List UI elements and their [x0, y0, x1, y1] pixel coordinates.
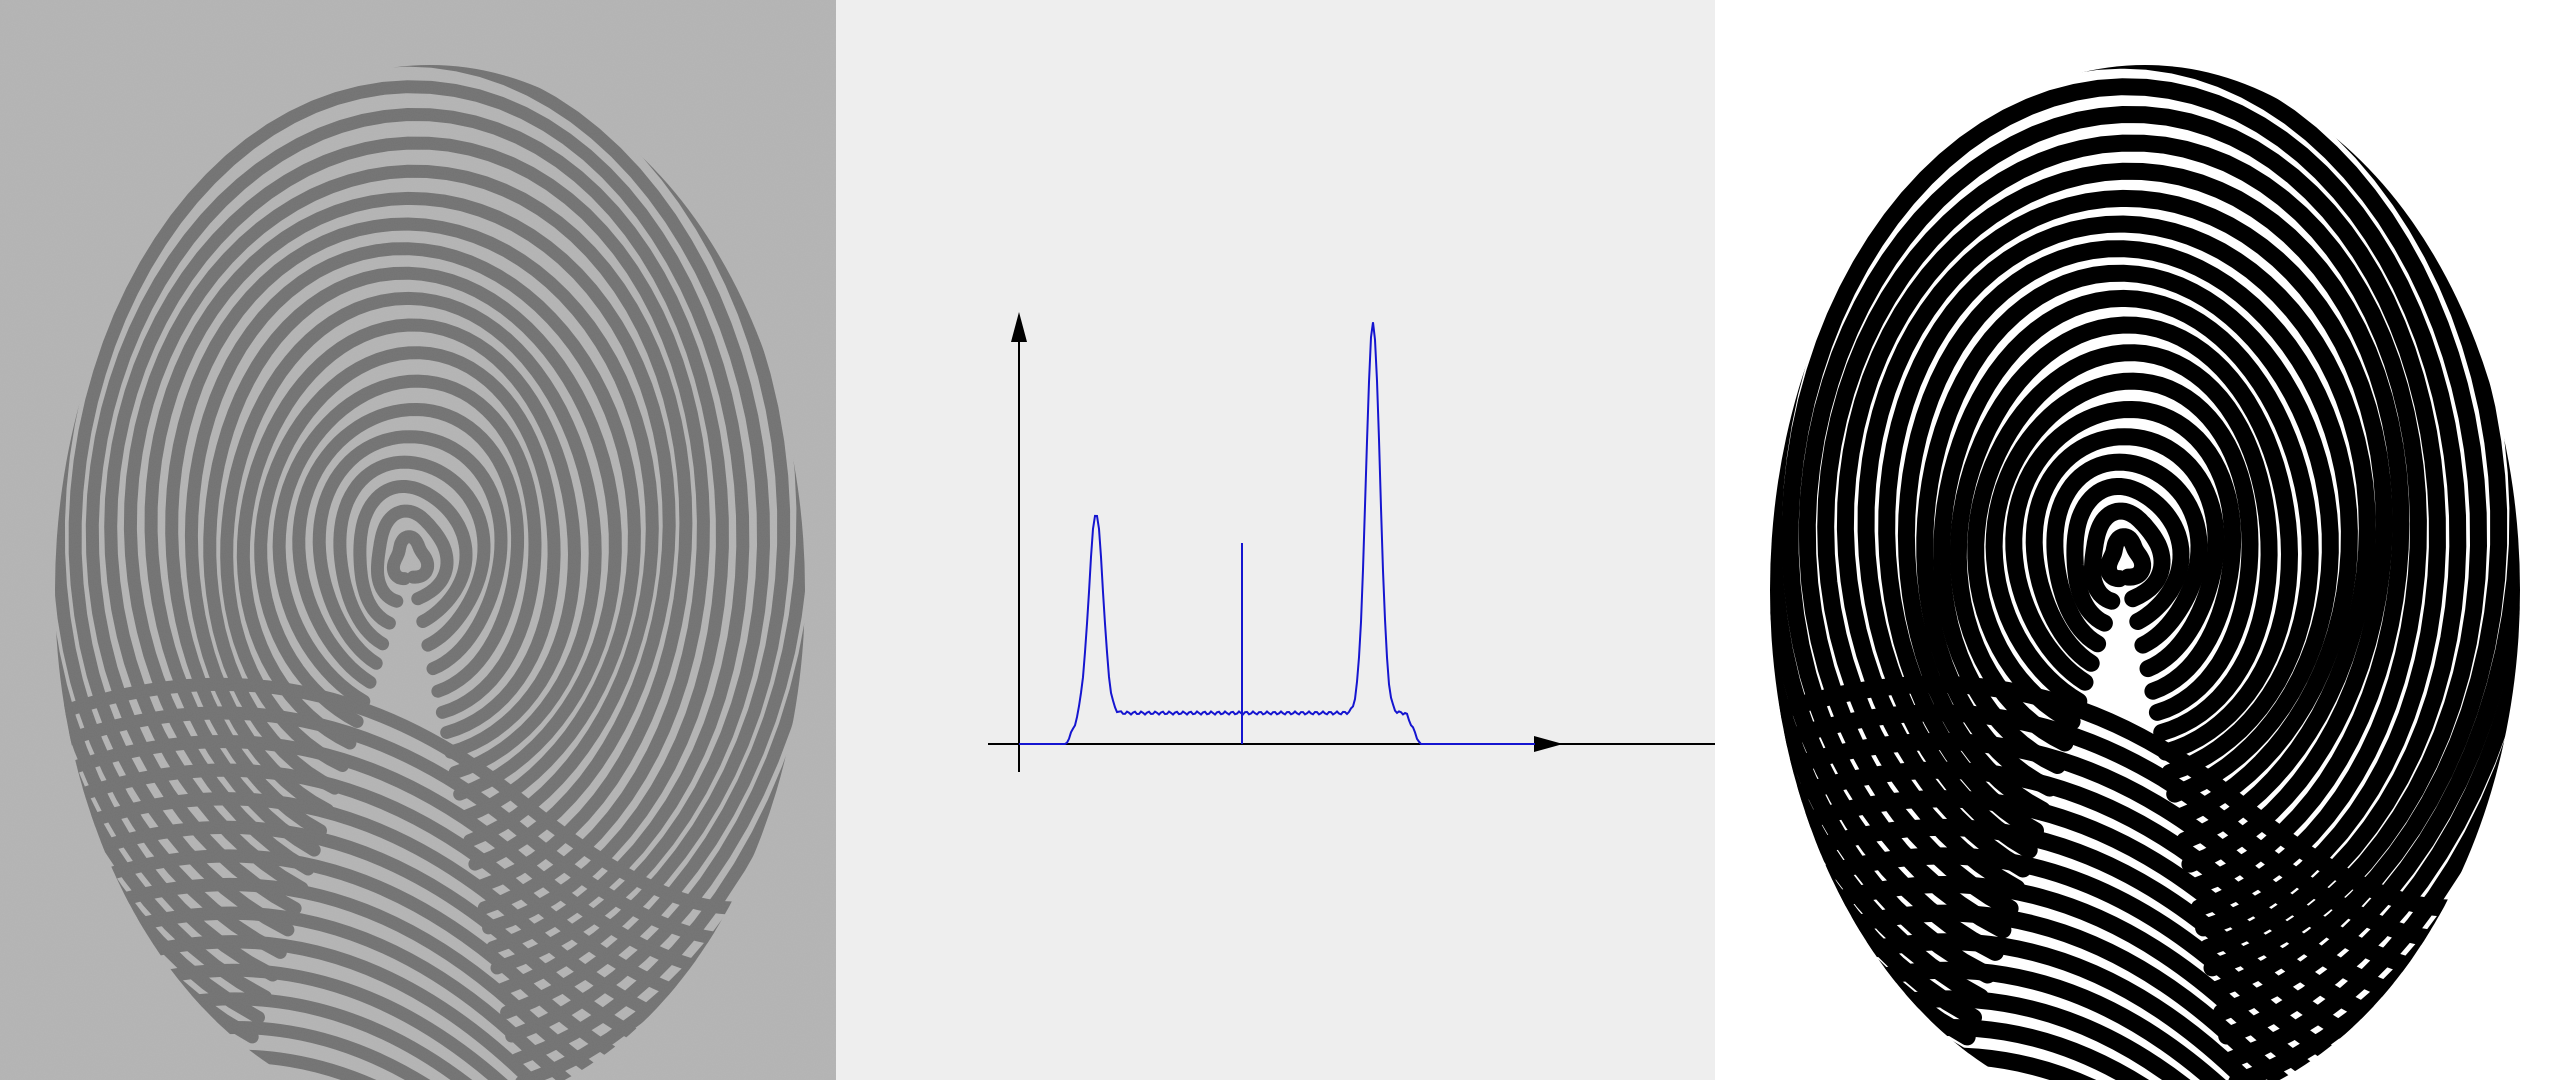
- ridge-line: [1770, 65, 2520, 1021]
- ridge-line: [2084, 502, 2171, 610]
- ridge-line: [1770, 65, 2520, 1045]
- y-axis-arrow: [1011, 312, 1027, 342]
- ridge-line: [1770, 933, 2520, 1080]
- ridge-line: [1770, 876, 2520, 1080]
- ridge-line: [1770, 65, 2508, 998]
- ridge-line: [1781, 78, 2467, 957]
- ridge-line: [2099, 528, 2152, 588]
- ridge-line: [1967, 344, 2278, 741]
- ridge-line: [1916, 264, 2339, 803]
- grayscale-fingerprint-panel: [0, 0, 836, 1080]
- ridge-line: [2046, 453, 2208, 654]
- x-axis-arrow: [1534, 736, 1563, 752]
- ridge-line: [1817, 134, 2427, 917]
- ridge-line: [1985, 372, 2259, 721]
- ridge-line: [2066, 478, 2190, 632]
- ridge-line: [1857, 189, 2393, 873]
- ridge-line: [2025, 428, 2225, 678]
- binarized-fingerprint-image: [1715, 0, 2556, 1080]
- histogram-plot: [988, 312, 1715, 772]
- ridge-line: [2005, 400, 2242, 700]
- ridge-line: [1897, 240, 2358, 826]
- ridge-line: [1770, 961, 2520, 1080]
- ridge-line: [1878, 215, 2376, 850]
- ridge-line: [1770, 65, 2488, 977]
- ridge-line: [1949, 316, 2299, 761]
- grayscale-fingerprint-image: [0, 0, 836, 1080]
- image-grain: [0, 0, 836, 1080]
- ridge-line: [1836, 162, 2410, 896]
- ridge-line: [1933, 289, 2319, 781]
- binarized-fingerprint-panel: [1715, 0, 2556, 1080]
- ridge-line: [1770, 847, 2520, 1080]
- ridge-line: [1770, 904, 2520, 1080]
- histogram-curve: [1019, 322, 1535, 745]
- ridge-line: [1798, 105, 2446, 937]
- histogram-panel: [836, 0, 1715, 1080]
